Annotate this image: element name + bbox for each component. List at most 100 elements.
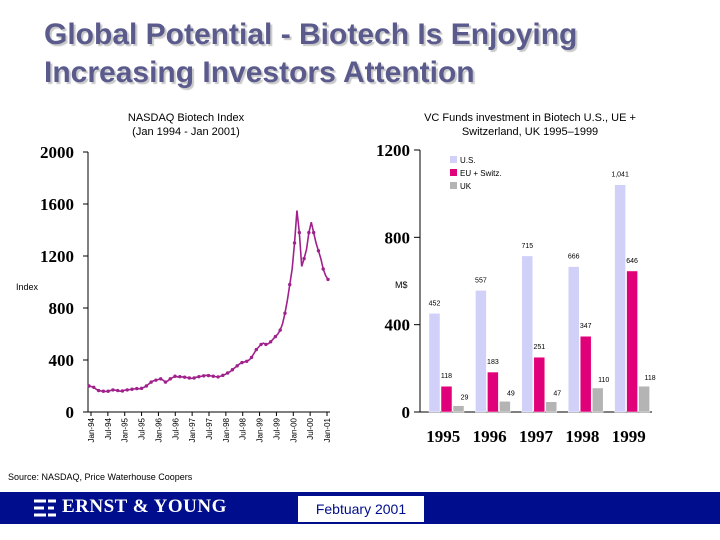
vc-bar xyxy=(591,387,604,413)
nasdaq-data-point xyxy=(283,311,287,315)
vc-legend-swatch xyxy=(450,156,457,163)
nasdaq-data-point xyxy=(311,230,316,235)
vc-bar-value-label: 251 xyxy=(533,344,545,351)
nasdaq-data-point xyxy=(221,373,225,378)
vc-bar-value-label: 47 xyxy=(553,391,561,398)
nasdaq-y-axis-label: Index xyxy=(16,282,39,292)
nasdaq-data-point xyxy=(130,387,134,391)
nasdaq-data-point xyxy=(297,230,302,235)
nasdaq-data-point xyxy=(168,377,172,381)
nasdaq-data-point xyxy=(292,241,297,245)
vc-bar xyxy=(452,405,465,413)
vc-legend-label: UK xyxy=(460,182,472,191)
nasdaq-x-tick-label: Jan-97 xyxy=(188,417,197,442)
nasdaq-data-point xyxy=(273,334,278,339)
nasdaq-x-tick-label: Jul-97 xyxy=(205,417,214,439)
slide-title: Global Potential - Biotech Is Enjoying I… xyxy=(44,18,578,89)
vc-bar-value-label: 110 xyxy=(598,377,609,384)
vc-y-tick-label: 0 xyxy=(402,403,411,422)
nasdaq-chart-subtitle: (Jan 1994 - Jan 2001) xyxy=(132,126,240,138)
vc-bar-value-label: 1,041 xyxy=(611,172,629,179)
nasdaq-data-point xyxy=(268,340,273,344)
vc-bar xyxy=(567,266,580,413)
vc-bar-value-label: 715 xyxy=(521,243,533,250)
nasdaq-data-point xyxy=(178,374,182,379)
vc-bar xyxy=(428,313,441,413)
nasdaq-data-point xyxy=(115,388,120,393)
vc-bar-value-label: 183 xyxy=(487,359,499,366)
vc-bar xyxy=(521,255,534,413)
nasdaq-data-point xyxy=(139,386,144,391)
nasdaq-data-point xyxy=(307,230,311,235)
nasdaq-data-point xyxy=(211,374,215,378)
nasdaq-data-point xyxy=(192,376,196,380)
nasdaq-data-point xyxy=(149,380,153,384)
vc-bar-value-label: 646 xyxy=(626,258,638,265)
source-note: Source: NASDAQ, Price Waterhouse Coopers xyxy=(8,472,193,482)
nasdaq-data-point xyxy=(264,342,268,347)
nasdaq-chart-title: NASDAQ Biotech Index xyxy=(127,112,245,124)
vc-bar-value-label: 118 xyxy=(441,373,452,380)
nasdaq-x-tick-label: Jan-94 xyxy=(87,417,96,442)
vc-bar-value-label: 49 xyxy=(507,390,515,397)
vc-legend-swatch xyxy=(450,182,457,189)
ey-mark-icon xyxy=(34,499,56,517)
vc-bar xyxy=(533,356,546,413)
nasdaq-data-point xyxy=(202,374,206,378)
vc-bar-value-label: 557 xyxy=(475,277,487,284)
vc-bar-value-label: 666 xyxy=(568,254,580,261)
nasdaq-data-point xyxy=(96,388,101,393)
nasdaq-y-tick-label: 2000 xyxy=(40,143,74,162)
nasdaq-data-point xyxy=(197,374,201,379)
vc-legend-label: EU + Switz. xyxy=(460,169,502,178)
vc-y-tick-label: 800 xyxy=(385,228,411,247)
vc-category-label: 1999 xyxy=(612,427,646,446)
vc-y-tick-label: 1200 xyxy=(376,141,410,160)
nasdaq-data-point xyxy=(173,374,177,378)
nasdaq-data-point xyxy=(111,388,115,392)
vc-category-label: 1995 xyxy=(426,427,460,446)
nasdaq-data-point xyxy=(182,375,187,379)
vc-bar-value-label: 118 xyxy=(645,375,656,382)
nasdaq-x-tick-label: Jan-01 xyxy=(323,417,332,442)
nasdaq-data-point xyxy=(249,355,254,360)
nasdaq-x-tick-label: Jul-99 xyxy=(272,417,281,439)
nasdaq-data-point xyxy=(278,328,282,332)
nasdaq-y-tick-label: 400 xyxy=(49,351,75,370)
vc-bar-value-label: 347 xyxy=(580,323,592,330)
nasdaq-x-tick-label: Jul-96 xyxy=(171,417,180,439)
nasdaq-data-point xyxy=(135,386,139,391)
nasdaq-data-point xyxy=(235,364,239,368)
vc-chart-title: VC Funds investment in Biotech U.S., UE … xyxy=(424,112,636,138)
nasdaq-data-point xyxy=(230,368,235,372)
nasdaq-data-point xyxy=(125,388,129,392)
vc-category-label: 1996 xyxy=(473,427,507,446)
vc-bar-value-label: 452 xyxy=(429,300,441,307)
nasdaq-y-tick-label: 1600 xyxy=(40,195,74,214)
nasdaq-y-tick-label: 1200 xyxy=(40,247,74,266)
vc-legend-label: U.S. xyxy=(460,156,476,165)
nasdaq-data-point xyxy=(187,376,192,380)
nasdaq-data-point xyxy=(288,282,292,287)
vc-bar xyxy=(614,184,626,413)
nasdaq-x-tick-label: Jan-95 xyxy=(121,417,130,442)
vc-y-tick-label: 400 xyxy=(385,316,411,335)
logo-text: ERNST & YOUNG xyxy=(62,496,227,517)
nasdaq-data-point xyxy=(326,277,330,282)
nasdaq-data-point xyxy=(120,389,125,393)
nasdaq-data-point xyxy=(106,389,110,393)
nasdaq-data-point xyxy=(225,371,230,375)
vc-bar xyxy=(626,270,638,413)
nasdaq-data-point xyxy=(259,342,263,347)
nasdaq-x-tick-label: Jan-99 xyxy=(256,417,265,442)
nasdaq-data-point xyxy=(163,380,168,384)
vc-bar xyxy=(475,290,487,413)
footer-date: Febtuary 2001 xyxy=(298,496,424,522)
nasdaq-y-tick-label: 0 xyxy=(66,403,75,422)
vc-bar xyxy=(579,335,592,413)
nasdaq-x-tick-label: Jul-98 xyxy=(239,417,248,439)
nasdaq-data-point xyxy=(254,347,258,352)
nasdaq-x-tick-label: Jul-95 xyxy=(138,417,147,439)
nasdaq-data-point xyxy=(144,384,149,388)
nasdaq-data-point xyxy=(321,267,325,271)
